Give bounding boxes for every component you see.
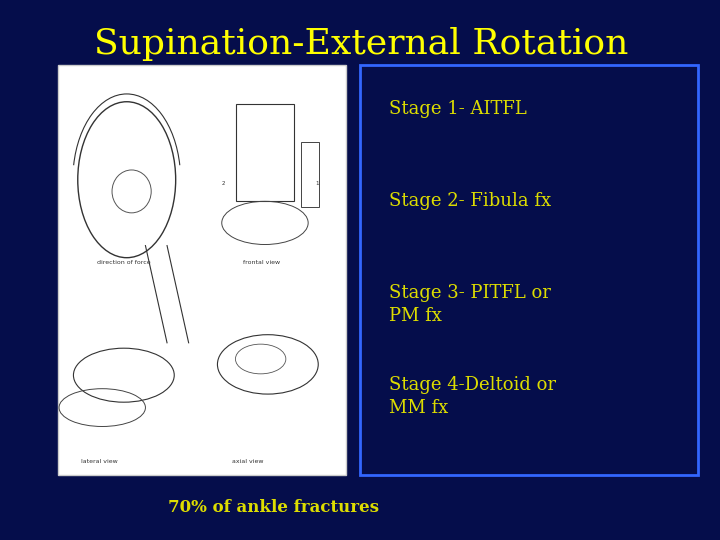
Text: axial view: axial view xyxy=(232,459,264,464)
Text: Stage 1- AITFL: Stage 1- AITFL xyxy=(389,100,526,118)
Bar xyxy=(58,65,346,475)
Text: 1: 1 xyxy=(315,181,319,186)
Text: direction of force: direction of force xyxy=(97,260,151,265)
Bar xyxy=(360,65,698,475)
Text: lateral view: lateral view xyxy=(81,459,117,464)
Text: Stage 2- Fibula fx: Stage 2- Fibula fx xyxy=(389,192,551,210)
Text: 70% of ankle fractures: 70% of ankle fractures xyxy=(168,499,379,516)
Text: frontal view: frontal view xyxy=(243,260,281,265)
Text: 2: 2 xyxy=(222,181,225,186)
Bar xyxy=(301,142,319,207)
Text: Stage 4-Deltoid or
MM fx: Stage 4-Deltoid or MM fx xyxy=(389,376,556,417)
Text: Supination-External Rotation: Supination-External Rotation xyxy=(94,27,628,61)
Text: Stage 3- PITFL or
PM fx: Stage 3- PITFL or PM fx xyxy=(389,284,551,326)
Bar xyxy=(236,104,294,201)
